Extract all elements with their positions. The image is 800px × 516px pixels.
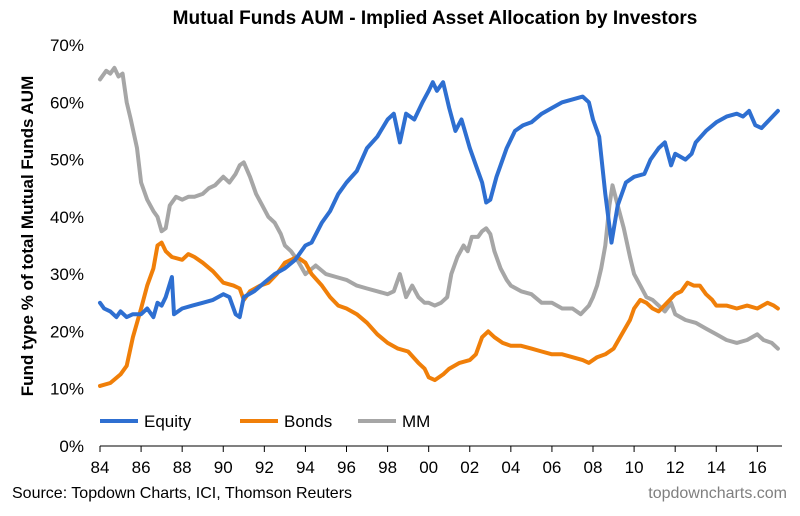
y-tick-label: 50% (50, 151, 84, 170)
watermark: topdowncharts.com (648, 485, 787, 502)
legend-label-bonds: Bonds (284, 412, 332, 431)
legend-label-mm: MM (402, 412, 430, 431)
y-tick-label: 0% (59, 437, 84, 456)
source-note: Source: Topdown Charts, ICI, Thomson Reu… (12, 485, 352, 502)
x-tick-label: 90 (214, 458, 233, 477)
x-axis-ticks: 84 86 88 90 92 94 96 98 00 02 04 06 08 10 12 14 16 (91, 446, 767, 477)
x-tick-label: 00 (419, 458, 438, 477)
x-tick-label: 02 (460, 458, 479, 477)
legend: Equity Bonds MM (100, 412, 430, 431)
x-tick-label: 08 (584, 458, 603, 477)
x-tick-label: 04 (501, 458, 520, 477)
series-line-bonds (98, 240, 780, 388)
y-tick-label: 40% (50, 208, 84, 227)
x-tick-label: 16 (748, 458, 767, 477)
x-tick-label: 84 (91, 458, 110, 477)
x-tick-label: 14 (707, 458, 726, 477)
x-tick-label: 98 (378, 458, 397, 477)
x-tick-label: 12 (666, 458, 685, 477)
legend-label-equity: Equity (144, 412, 192, 431)
x-tick-label: 06 (542, 458, 561, 477)
x-tick-label: 10 (625, 458, 644, 477)
y-tick-label: 20% (50, 322, 84, 341)
x-tick-label: 88 (173, 458, 192, 477)
y-axis-ticks: 0% 10% 20% 30% 40% 50% 60% 70% (50, 36, 84, 456)
x-tick-label: 94 (296, 458, 315, 477)
y-tick-label: 10% (50, 380, 84, 399)
y-tick-label: 70% (50, 36, 84, 55)
y-tick-label: 30% (50, 265, 84, 284)
x-tick-label: 92 (255, 458, 274, 477)
chart-title: Mutual Funds AUM - Implied Asset Allocat… (173, 8, 698, 29)
x-tick-label: 86 (132, 458, 151, 477)
series-line-equity (98, 80, 780, 320)
y-axis-label: Fund type % of total Mutual Funds AUM (18, 76, 37, 396)
x-tick-label: 96 (337, 458, 356, 477)
series-layer (98, 65, 780, 388)
y-tick-label: 60% (50, 93, 84, 112)
series-line-mm (98, 65, 780, 351)
